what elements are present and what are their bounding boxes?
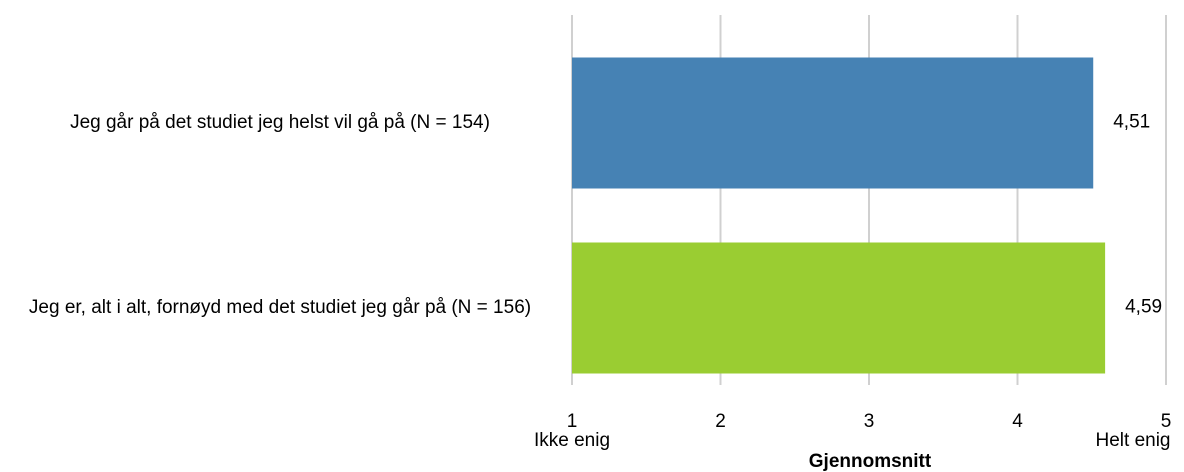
- x-tick-label: 3: [864, 411, 875, 432]
- y-tick-label: Jeg er, alt i alt, fornøyd med det studi…: [28, 296, 532, 318]
- bar: [572, 242, 1106, 374]
- y-tick-label: Jeg går på det studiet jeg helst vil gå …: [70, 111, 490, 133]
- annotation: Ikke enig: [534, 430, 610, 451]
- x-tick-label: 2: [715, 411, 726, 432]
- x-axis-label: Gjennomsnitt: [809, 451, 932, 472]
- x-tick-label: 5: [1161, 411, 1172, 432]
- value-label: 4,51: [1113, 112, 1150, 133]
- x-tick-label: 1: [567, 411, 578, 432]
- bar: [572, 57, 1094, 189]
- annotation: Helt enig: [1096, 430, 1171, 451]
- value-label: 4,59: [1125, 297, 1162, 318]
- x-tick-label: 4: [1012, 411, 1023, 432]
